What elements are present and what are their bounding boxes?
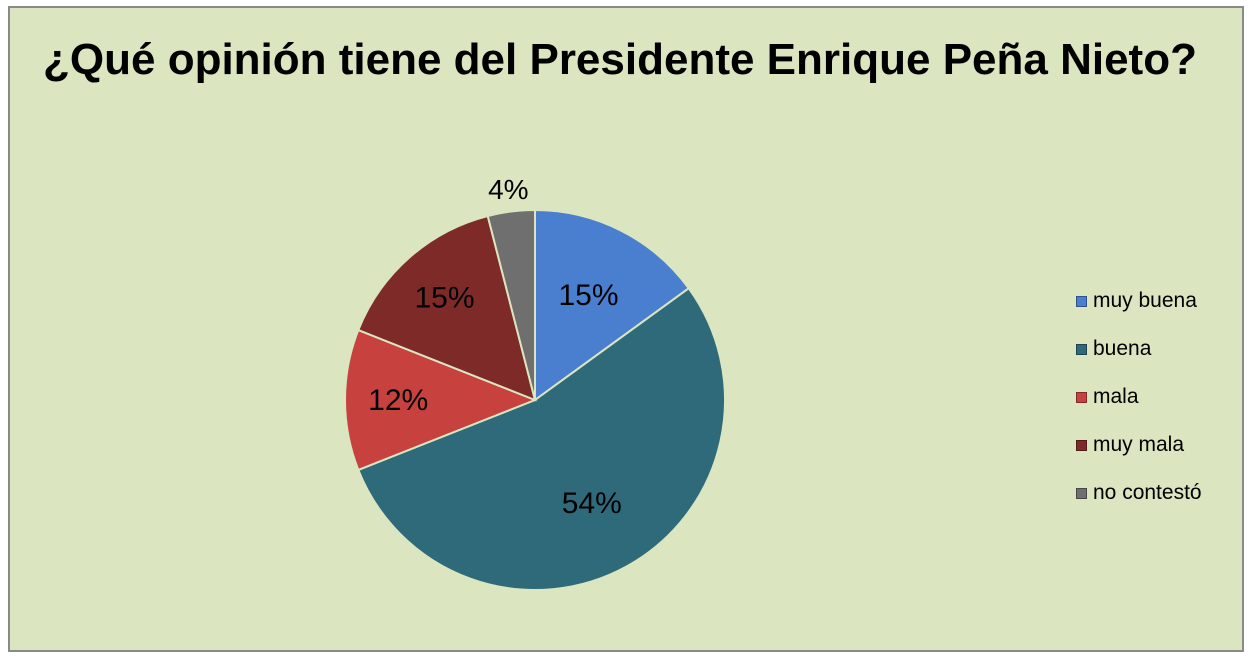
legend-swatch (1076, 439, 1087, 451)
legend-label: no contestó (1093, 481, 1202, 504)
legend-item-muy-mala: muy mala (1076, 433, 1202, 457)
legend-swatch (1076, 487, 1087, 499)
legend-swatch (1076, 343, 1087, 355)
pie-slice-mala (344, 328, 538, 472)
data-label-no-contestó: 4% (488, 174, 528, 205)
data-label-muy-mala: 15% (415, 281, 475, 314)
pie-slice-no-contestó (486, 208, 536, 401)
pie-slice-muy-buena (534, 208, 691, 402)
legend-swatch (1076, 295, 1087, 307)
legend-label: muy buena (1093, 289, 1197, 312)
data-label-mala: 12% (368, 384, 428, 417)
legend-item-mala: mala (1076, 385, 1202, 409)
legend-item-no-contesto: no contestó (1076, 481, 1202, 505)
legend-label: mala (1093, 385, 1139, 408)
legend-item-buena: buena (1076, 337, 1202, 361)
data-label-buena: 54% (562, 487, 622, 520)
chart-title: ¿Qué opinión tiene del Presidente Enriqu… (43, 35, 1197, 84)
legend-label: buena (1093, 337, 1152, 360)
pie-slice-buena (357, 286, 726, 591)
legend-item-muy-buena: muy buena (1076, 289, 1202, 313)
pie-slice-muy-mala (357, 214, 537, 402)
legend: muy buena buena mala muy mala no contest… (1076, 289, 1202, 529)
legend-swatch (1076, 391, 1087, 403)
legend-label: muy mala (1093, 433, 1185, 456)
data-label-muy-buena: 15% (558, 279, 618, 312)
